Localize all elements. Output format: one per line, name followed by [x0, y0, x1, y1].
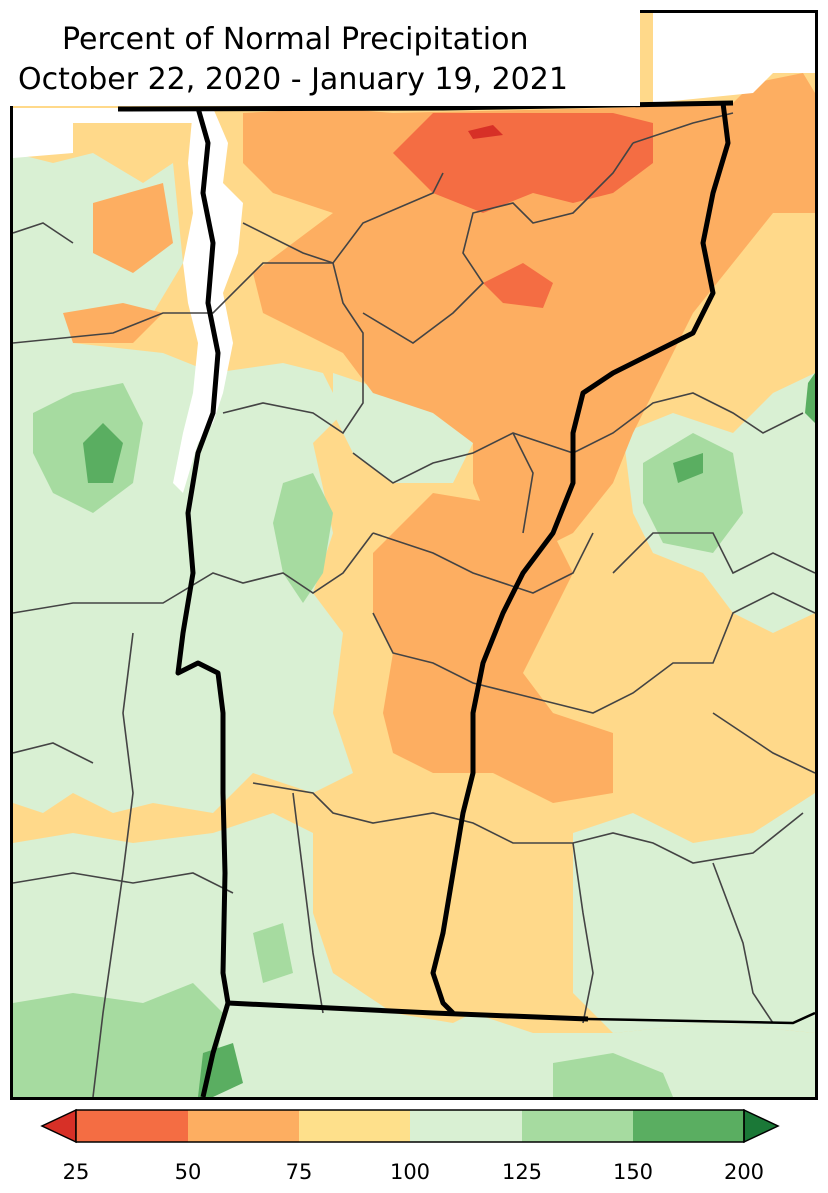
precipitation-map	[13, 13, 815, 1097]
legend-tick-75: 75	[285, 1160, 313, 1184]
ma-border	[227, 1000, 589, 1022]
region-125-150-b	[273, 473, 333, 603]
legend-swatch-above-200	[743, 1108, 780, 1144]
legend-swatch-75-100	[299, 1110, 410, 1142]
vt-nh-border	[430, 102, 731, 1015]
region-150-200-d	[805, 373, 815, 423]
legend-outline	[75, 1109, 745, 1143]
region-125-150-f	[253, 923, 293, 983]
title-box: Percent of Normal Precipitation October …	[10, 10, 640, 106]
region-25-50-north	[393, 113, 653, 213]
legend-tick-25: 25	[62, 1160, 90, 1184]
legend-swatch-125-150	[522, 1110, 633, 1142]
region-150-200-c	[198, 1043, 243, 1097]
legend-tick-200: 200	[723, 1160, 765, 1184]
ny-ma-border	[200, 1002, 231, 1097]
legend-swatch-25-50	[76, 1110, 188, 1142]
legend-tick-125: 125	[501, 1160, 543, 1184]
no-data-top-right	[653, 13, 815, 103]
legend-swatch-50-75	[188, 1110, 299, 1142]
region-100-125-southeast	[573, 793, 815, 1033]
region-125-150-d	[13, 983, 223, 1097]
county-boundaries	[13, 112, 815, 1097]
region-150-200-b	[673, 453, 703, 483]
region-25-50-mid	[483, 263, 553, 308]
region-100-125-center	[333, 373, 473, 483]
ma-border-thin	[587, 1011, 815, 1025]
region-125-150-e	[553, 1053, 673, 1097]
map-title: Percent of Normal Precipitation	[62, 22, 529, 57]
legend-colorbar	[40, 1108, 780, 1144]
legend-swatch-150-200	[633, 1110, 744, 1142]
no-data-top-left	[13, 108, 203, 158]
region-50-75-nw	[93, 183, 173, 273]
legend-swatch-below-25	[40, 1108, 77, 1144]
map-frame	[10, 10, 818, 1100]
legend-swatch-100-125	[410, 1110, 522, 1142]
region-below-25	[468, 125, 503, 139]
legend-tick-150: 150	[612, 1160, 654, 1184]
region-125-150-c	[643, 433, 743, 553]
map-date-range: October 22, 2020 - January 19, 2021	[18, 62, 568, 97]
region-150-200-a	[83, 423, 123, 483]
region-50-75-center	[373, 493, 613, 803]
region-50-75-west	[63, 303, 163, 343]
legend-tick-50: 50	[174, 1160, 202, 1184]
ny-vt-border	[175, 107, 231, 1004]
region-50-75-north	[243, 73, 815, 553]
legend-tick-100: 100	[389, 1160, 431, 1184]
